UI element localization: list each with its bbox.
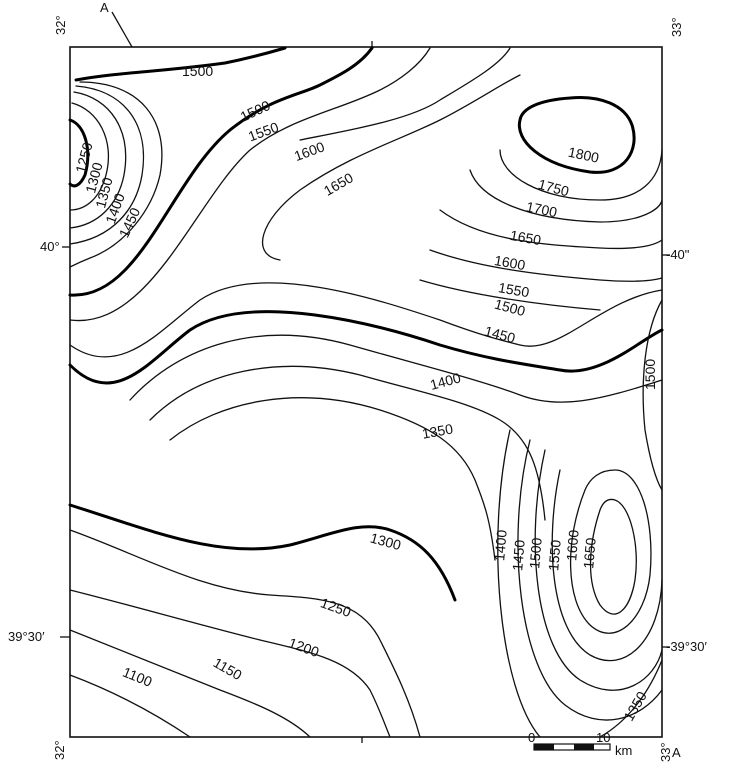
- contour-label: 1400: [428, 369, 462, 393]
- contour-label: 1800: [567, 144, 601, 166]
- latitude-label-40-left: 40°: [40, 239, 60, 254]
- contour-label: 1250: [319, 594, 354, 620]
- contour-label: 1550: [545, 539, 564, 572]
- contour-label: 1750: [537, 176, 571, 200]
- contour-label: 1350: [421, 420, 455, 441]
- scale-bar-ten: 10: [596, 730, 610, 745]
- contour-line-1400-mid: [149, 365, 546, 521]
- contour-labels: 1500 1500 1550 1600 1650 1800 1750 1700 …: [72, 63, 658, 724]
- corner-label-bottom-left: 32°: [52, 740, 67, 760]
- contour-label: 1450: [509, 539, 528, 572]
- contour-line-1650-south: [589, 498, 637, 615]
- latitude-label-39-30-right: -39°30′: [666, 639, 707, 654]
- corner-label-top-left: 32°: [53, 15, 68, 35]
- contour-line-1500-east-edge: [642, 299, 663, 491]
- contour-line-1350-south: [599, 659, 663, 738]
- contour-label: 1200: [287, 634, 322, 660]
- contour-line-1150: [69, 629, 311, 738]
- contour-label: 1250: [72, 140, 96, 174]
- contour-lines: [68, 46, 664, 738]
- contour-line-1500-s: [68, 310, 664, 385]
- contour-label: 1300: [82, 160, 106, 194]
- contour-line-1400-west: [69, 85, 144, 245]
- contour-label: 1550: [497, 279, 531, 300]
- contour-line-1500-top: [74, 46, 287, 82]
- corner-label-top-right: 33°: [669, 17, 684, 37]
- map-frame: [69, 46, 663, 738]
- scale-bar-segment: [574, 744, 594, 750]
- contour-line-1700: [469, 169, 663, 223]
- contour-line-1250-mid: [69, 529, 421, 738]
- contour-line-1500-south: [534, 449, 663, 691]
- contour-line-1200: [69, 589, 391, 738]
- contour-line-1400-south: [497, 429, 541, 738]
- contour-label: 1600: [563, 529, 582, 562]
- contour-line-1350-west: [69, 91, 127, 229]
- contour-label: 1500: [182, 63, 213, 79]
- contour-label: 1450: [483, 323, 517, 347]
- contour-line-1650-east: [439, 209, 663, 250]
- contour-label: 1100: [121, 664, 155, 690]
- contour-label: 1400: [491, 529, 510, 562]
- contour-line-1450-mid: [129, 334, 663, 403]
- scale-bar-unit: km: [615, 743, 632, 758]
- latitude-label-39-30-left: 39°30′: [8, 629, 45, 644]
- corner-label-bottom-right: 33°: [658, 742, 673, 762]
- contour-label: 1600: [292, 138, 327, 164]
- contour-line-1450-south: [517, 439, 663, 721]
- contour-line-1600-east: [429, 249, 663, 282]
- contour-line-1600-south: [569, 469, 652, 634]
- contour-label: 1350: [92, 175, 116, 209]
- contour-label: 1600: [493, 252, 527, 273]
- contour-line-1600-main: [299, 47, 511, 141]
- contour-line-1650-main: [262, 74, 521, 261]
- contour-label: 1500: [526, 537, 545, 570]
- scale-bar-zero: 0: [528, 730, 535, 745]
- contour-label: 1150: [211, 654, 245, 683]
- contour-label: 1500: [642, 359, 658, 390]
- contour-line-1500-main: [68, 46, 374, 297]
- contour-label: 1700: [525, 198, 559, 220]
- contour-line-1550-south: [551, 469, 663, 662]
- latitude-label-40-right: -40": [666, 247, 690, 262]
- contour-line-1550-main: [69, 47, 431, 322]
- contour-line-1300-mid: [68, 503, 457, 602]
- contour-line-1450-s: [69, 282, 663, 358]
- section-label-start: A: [100, 0, 109, 15]
- scale-bar-segment: [534, 744, 554, 750]
- contour-line-1750: [499, 149, 663, 201]
- contour-line-1300-west: [69, 102, 110, 211]
- contour-label: 1650: [580, 537, 599, 570]
- contour-line-1450-west: [69, 81, 163, 268]
- contour-line-1250-west: [68, 118, 90, 188]
- contour-line-1550-east: [419, 279, 601, 311]
- section-line-a: [111, 11, 133, 48]
- contour-label: 1300: [369, 530, 403, 554]
- contour-line-1800: [517, 95, 636, 174]
- contour-line-1100: [69, 674, 191, 738]
- scale-bar: 0 10 km: [528, 730, 632, 758]
- contour-label: 1500: [493, 296, 527, 320]
- section-label-end: A: [672, 745, 681, 760]
- contour-line-1350-mid: [169, 397, 496, 561]
- contour-label: 1650: [509, 227, 543, 248]
